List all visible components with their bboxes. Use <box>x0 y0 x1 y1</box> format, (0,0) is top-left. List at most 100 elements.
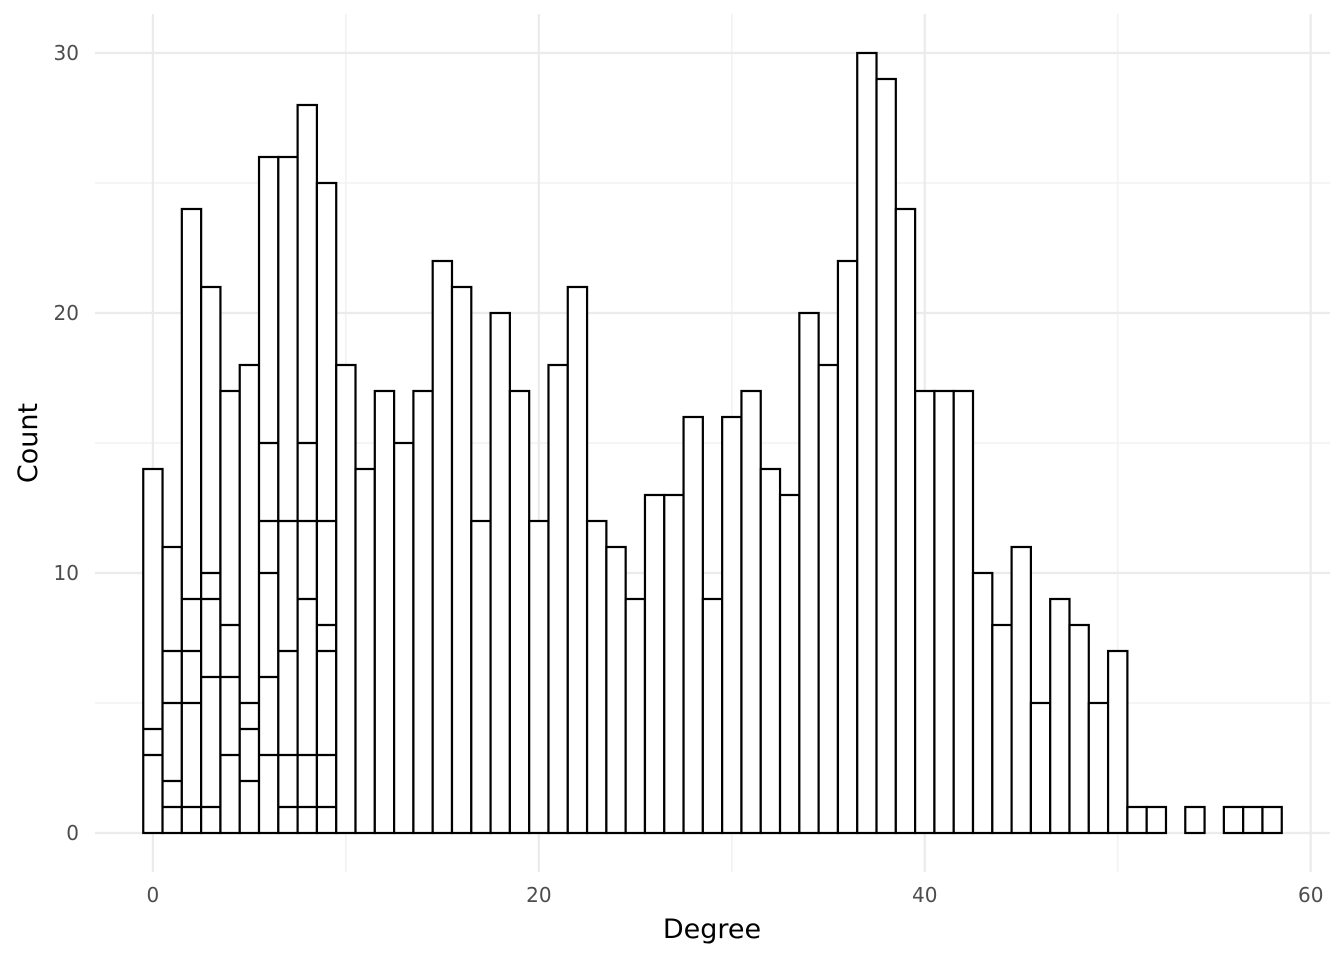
bar-rect <box>335 363 357 835</box>
histogram-bar <box>528 519 550 835</box>
bar-rect <box>971 571 994 835</box>
histogram-bar <box>856 51 878 835</box>
bar-rect <box>875 77 897 835</box>
bar-rect <box>373 389 396 835</box>
x-tick-label: 40 <box>912 883 937 907</box>
histogram-bar <box>663 493 685 835</box>
bar-rect <box>180 207 203 835</box>
histogram-bar <box>971 571 994 835</box>
bar-rect <box>315 181 338 835</box>
y-tick-label: 30 <box>54 41 79 65</box>
histogram-bar <box>952 389 975 835</box>
y-tick-label: 10 <box>54 561 79 585</box>
bar-rect <box>663 493 685 835</box>
histogram-bar <box>740 389 762 835</box>
bar-rect <box>489 311 511 835</box>
bar-rect <box>219 389 241 835</box>
bar-rect <box>759 467 782 835</box>
y-tick-label: 0 <box>66 821 79 845</box>
bar-rect <box>817 363 840 835</box>
histogram-bar <box>335 363 357 835</box>
bar-rect <box>1222 805 1245 835</box>
bar-rect <box>643 493 666 835</box>
bar-rect <box>836 259 859 835</box>
histogram-bar <box>1126 805 1148 835</box>
histogram-bar <box>180 207 203 835</box>
histogram-bar <box>721 415 743 835</box>
histogram-bar <box>798 311 820 835</box>
bar-rect <box>1010 545 1032 835</box>
histogram-bar <box>875 77 897 835</box>
bar-rect <box>528 519 550 835</box>
histogram-bar <box>778 493 801 835</box>
bar-rect <box>470 519 492 835</box>
histogram-bar <box>450 285 473 835</box>
bar-rect <box>721 415 743 835</box>
bar-rect <box>682 415 704 835</box>
bar-rect <box>354 467 376 835</box>
bar-rect <box>1087 701 1110 835</box>
histogram-bar <box>894 207 917 835</box>
histogram-bar <box>566 285 589 835</box>
histogram-bar <box>836 259 859 835</box>
bar-rect <box>894 207 917 835</box>
histogram-bar <box>508 389 531 835</box>
histogram-bars <box>142 51 1283 835</box>
x-tick-label: 20 <box>526 883 551 907</box>
bar-rect <box>701 597 724 835</box>
bar-rect <box>200 285 222 835</box>
bar-rect <box>161 545 183 835</box>
bar-rect <box>238 363 261 835</box>
bar-rect <box>1049 597 1071 835</box>
bar-rect <box>1126 805 1148 835</box>
histogram-bar <box>701 597 724 835</box>
y-tick-label: 20 <box>54 301 79 325</box>
histogram-bar <box>393 441 415 835</box>
histogram-bar <box>991 623 1013 835</box>
histogram-bar <box>470 519 492 835</box>
histogram-bar <box>1145 805 1168 835</box>
bar-rect <box>1106 649 1129 835</box>
x-tick-label: 0 <box>147 883 160 907</box>
bar-rect <box>1068 623 1090 835</box>
bar-rect <box>952 389 975 835</box>
bar-rect <box>296 103 319 835</box>
bar-rect <box>566 285 589 835</box>
bar-rect <box>778 493 801 835</box>
histogram-bar <box>1087 701 1110 835</box>
histogram-bar <box>431 259 454 835</box>
histogram-bar <box>1261 805 1283 835</box>
bar-rect <box>257 155 280 835</box>
histogram-bar <box>1106 649 1129 835</box>
histogram-bar <box>489 311 511 835</box>
bar-rect <box>740 389 762 835</box>
histogram-bar <box>1068 623 1090 835</box>
bar-rect <box>1145 805 1168 835</box>
bar-rect <box>412 389 434 835</box>
bar-rect <box>605 545 627 835</box>
histogram-bar <box>933 389 955 835</box>
histogram-bar <box>238 363 261 835</box>
bar-rect <box>914 389 936 835</box>
histogram-bar <box>277 155 299 835</box>
histogram-bar <box>1222 805 1245 835</box>
histogram-bar <box>1029 701 1052 835</box>
bar-rect <box>1261 805 1283 835</box>
x-axis-ticks: 0 20 40 60 <box>147 883 1324 907</box>
histogram-bar <box>1242 805 1264 835</box>
histogram-bar <box>817 363 840 835</box>
bar-rect <box>547 363 569 835</box>
histogram-bar <box>759 467 782 835</box>
bar-rect <box>450 285 473 835</box>
histogram-bar <box>161 545 183 835</box>
bar-rect <box>991 623 1013 835</box>
y-axis-ticks: 0 10 20 30 <box>54 41 79 845</box>
bar-rect <box>508 389 531 835</box>
bar-rect <box>277 155 299 835</box>
bar-rect <box>1184 805 1206 835</box>
y-axis-title: Count <box>13 403 44 483</box>
histogram-bar <box>682 415 704 835</box>
histogram-bar <box>296 103 319 835</box>
bar-rect <box>1242 805 1264 835</box>
